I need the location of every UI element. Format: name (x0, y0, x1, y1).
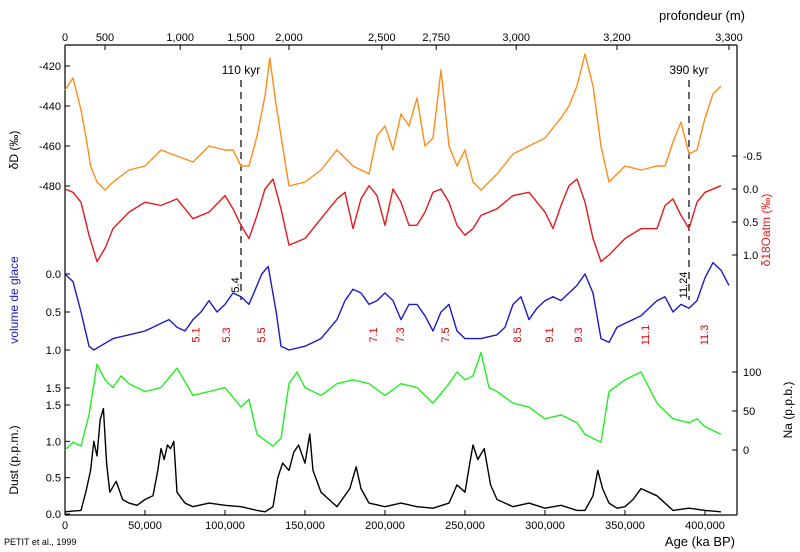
event-annotation: 11.24 (678, 272, 690, 299)
y-tick-label: 0 (743, 445, 749, 457)
series-group (64, 53, 730, 513)
series-line (64, 53, 722, 191)
x-tick-label: 350,000 (605, 520, 645, 532)
y-tick-label: 0.5 (743, 217, 758, 229)
stage-label: 7.5 (440, 327, 452, 342)
top-tick-label: 0 (62, 32, 68, 44)
top-tick-label: 3,000 (502, 32, 530, 44)
top-tick-label: 500 (96, 32, 114, 44)
stage-label: 5.1 (190, 327, 202, 342)
x-tick-label: 250,000 (445, 520, 485, 532)
y-tick-label: 0.0 (743, 184, 758, 196)
y-tick-label: 1.0 (743, 250, 758, 262)
stage-label: 7.1 (368, 327, 380, 342)
y-tick-label: 0.5 (46, 473, 61, 485)
y-tick-label: 1.0 (46, 345, 61, 357)
event-annotation: 5.4 (230, 277, 242, 292)
x-tick-label: 150,000 (285, 520, 325, 532)
stage-label: 7.3 (395, 327, 407, 342)
x-tick-label: 100,000 (205, 520, 245, 532)
y-tick-label: 100 (743, 367, 761, 379)
y-tick-label: -460 (39, 141, 61, 153)
y-tick-label: 1.5 (46, 383, 61, 395)
top-tick-label: 3,300 (715, 32, 743, 44)
y-tick-label: 1.5 (46, 400, 61, 412)
top-axis-title: profondeur (m) (659, 8, 745, 23)
y-tick-label: 50 (743, 406, 755, 418)
marker-label: 390 kyr (669, 63, 708, 77)
x-tick-label: 50,000 (128, 520, 162, 532)
x-tick-label: 0 (62, 520, 68, 532)
series-line (64, 407, 722, 513)
top-tick-label: 1,000 (166, 32, 194, 44)
top-tick-label: 1,500 (227, 32, 255, 44)
x-tick-label: 300,000 (525, 520, 565, 532)
stage-label: 11.3 (699, 325, 711, 346)
x-tick-label: 200,000 (365, 520, 405, 532)
series-axis-title: Na (p.p.b.) (781, 382, 795, 439)
series-line (64, 261, 730, 351)
y-tick-label: 0.5 (46, 307, 61, 319)
series-line (64, 351, 722, 451)
plot-frame: 0 50,000 100,000 150,000 200,000 250,000 300,0… (62, 8, 745, 549)
top-tick-label: 3,200 (603, 32, 631, 44)
series-axis-title: Dust (p.p.m.) (7, 425, 21, 494)
x-tick-label: 400,000 (685, 520, 725, 532)
y-tick-label: -480 (39, 181, 61, 193)
credit-text: PETIT et al., 1999 (4, 537, 76, 547)
y-tick-label: -420 (39, 61, 61, 73)
stage-label: 9.3 (573, 327, 585, 342)
top-tick-label: 2,750 (422, 32, 450, 44)
y-tick-label: 1.0 (46, 436, 61, 448)
top-tick-label: 2,000 (275, 32, 303, 44)
y-tick-label: 0.0 (46, 509, 61, 521)
stage-label: 5.5 (256, 327, 268, 342)
series-axis-title: δ18Oatm (‰) (759, 194, 773, 267)
series-line (64, 178, 722, 263)
stage-label: 9.1 (544, 327, 556, 342)
marker-lines: 110 kyr 390 kyr (222, 63, 709, 300)
top-tick-label: 2,500 (368, 32, 396, 44)
stage-label: 8.5 (512, 327, 524, 342)
stage-label: 5.3 (221, 327, 233, 342)
series-axis-title: volume de glace (7, 256, 21, 344)
y-tick-label: -440 (39, 101, 61, 113)
y-tick-label: 0.0 (46, 269, 61, 281)
x-axis-title: Age (ka BP) (665, 534, 735, 549)
stage-label: 11.1 (640, 325, 652, 346)
y-tick-label: -0.5 (743, 151, 762, 163)
series-axis-title: δD (‰) (7, 131, 21, 170)
marker-label: 110 kyr (222, 63, 260, 77)
